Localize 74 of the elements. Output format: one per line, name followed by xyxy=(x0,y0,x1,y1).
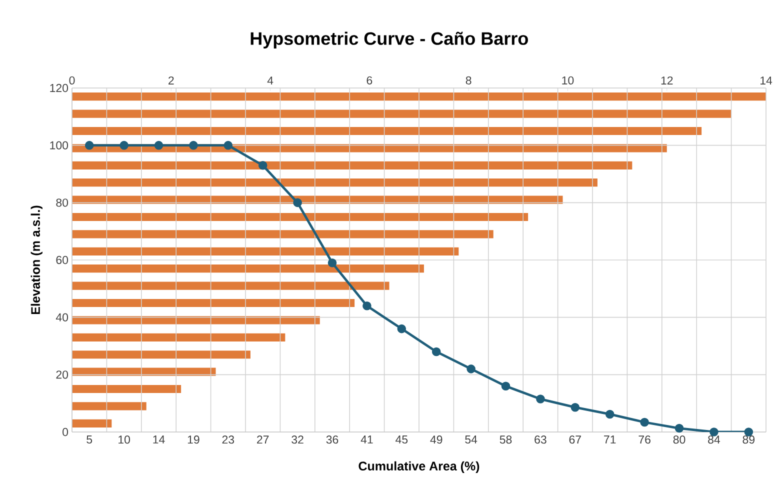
x-tick-label: 14 xyxy=(760,76,772,84)
point xyxy=(501,382,510,391)
x-tick-label: 2 xyxy=(168,76,174,84)
x-tick-label: 89 xyxy=(742,436,754,444)
y-tick-label: 60 xyxy=(56,256,68,264)
bar xyxy=(72,298,355,308)
bar xyxy=(72,264,424,273)
x-tick-label: 27 xyxy=(257,436,269,444)
y-tick-label: 0 xyxy=(62,428,68,436)
bar xyxy=(72,316,320,324)
x-tick-label: 54 xyxy=(465,436,478,444)
bar xyxy=(72,282,390,290)
bar xyxy=(72,368,216,376)
bar xyxy=(72,178,598,187)
x-tick-label: 67 xyxy=(569,436,581,444)
y-tick-label: 40 xyxy=(56,313,68,322)
x-tick-label: 12 xyxy=(661,76,673,84)
x-tick-label: 36 xyxy=(326,436,338,444)
bar xyxy=(72,161,632,170)
x-tick-label: 14 xyxy=(153,436,165,444)
point xyxy=(120,140,128,150)
point xyxy=(224,140,233,150)
x-tick-label: 58 xyxy=(500,436,512,444)
x-tick-label: 41 xyxy=(360,436,373,444)
bar xyxy=(72,402,146,410)
point xyxy=(466,364,476,374)
bar xyxy=(72,419,112,428)
x-tick-label: 19 xyxy=(188,436,200,444)
point xyxy=(154,140,164,150)
bar xyxy=(72,384,182,394)
bar xyxy=(72,350,250,359)
x-tick-label: 32 xyxy=(292,436,304,444)
point xyxy=(536,394,545,404)
x-tick-label: 63 xyxy=(534,436,546,444)
point xyxy=(293,198,302,208)
y-axis-title: Elevation (m a.s.l.) xyxy=(30,206,42,314)
x-tick-label: 5 xyxy=(86,436,92,444)
x-tick-label: 10 xyxy=(118,436,130,444)
x-tick-label: 71 xyxy=(604,436,616,444)
point xyxy=(84,140,94,150)
bar xyxy=(72,110,732,118)
point xyxy=(640,418,649,427)
x-axis-title: Cumulative Area (%) xyxy=(358,461,480,473)
point xyxy=(362,301,372,310)
point xyxy=(189,140,198,150)
x-tick-label: 10 xyxy=(562,76,574,84)
x-tick-label: 6 xyxy=(366,76,372,84)
point xyxy=(570,402,580,412)
point xyxy=(328,258,337,268)
x-tick-label: 80 xyxy=(673,436,686,444)
point xyxy=(432,347,441,356)
x-tick-label: 76 xyxy=(638,436,650,444)
x-tick-label: 0 xyxy=(69,76,75,84)
x-tick-label: 49 xyxy=(430,436,442,444)
bar xyxy=(72,212,528,222)
point xyxy=(258,160,268,170)
y-tick-label: 120 xyxy=(50,84,68,92)
x-tick-label: 8 xyxy=(466,76,472,84)
x-tick-label: 4 xyxy=(267,76,274,84)
bar xyxy=(72,230,494,238)
bar xyxy=(72,92,766,101)
point xyxy=(397,324,406,334)
y-tick-label: 100 xyxy=(50,141,68,150)
point xyxy=(674,424,684,433)
bar xyxy=(72,247,459,256)
x-tick-label: 84 xyxy=(708,436,720,444)
x-tick-label: 45 xyxy=(396,436,408,444)
bar xyxy=(72,333,286,342)
y-tick-label: 20 xyxy=(56,370,68,379)
point xyxy=(605,410,614,419)
bar xyxy=(72,126,702,136)
x-tick-label: 23 xyxy=(222,436,234,444)
y-tick-label: 80 xyxy=(56,198,68,207)
chart-title: Hypsometric Curve - Caño Barro xyxy=(250,32,528,48)
